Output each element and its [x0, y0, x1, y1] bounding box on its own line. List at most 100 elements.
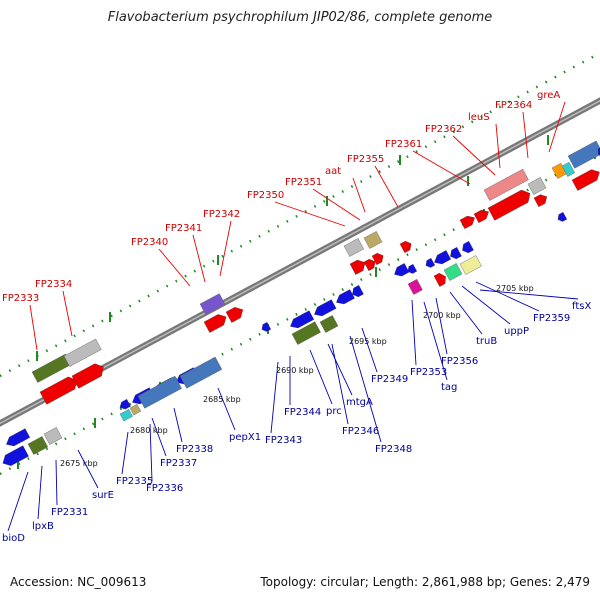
- kbp-label: 2705 kbp: [496, 284, 534, 293]
- kbp-label: 2675 kbp: [60, 459, 98, 468]
- gene-box: [407, 278, 423, 295]
- gene-arrow: [314, 299, 337, 317]
- gene-arrow: [6, 428, 31, 447]
- gene-shape: [225, 307, 244, 323]
- gene-label-reverse: FP2346: [342, 426, 379, 437]
- gene-arrow: [394, 263, 410, 277]
- gene-arrow: [407, 264, 418, 274]
- leader-line-forward: [412, 150, 471, 185]
- gene-label-forward: FP2334: [35, 279, 72, 290]
- gene-arrow: [533, 194, 548, 208]
- gene-arrow: [483, 168, 529, 201]
- gene-arrow: [597, 146, 600, 158]
- gene-shape: [203, 314, 227, 333]
- gene-label-reverse: FP2359: [533, 313, 570, 324]
- gene-arrow: [71, 363, 104, 389]
- gene-arrow: [407, 278, 423, 295]
- gene-box: [43, 427, 63, 445]
- gene-shape: [336, 289, 355, 305]
- gene-shape: [119, 399, 131, 410]
- gene-arrow: [343, 238, 365, 257]
- gene-label-forward: FP2351: [285, 177, 322, 188]
- leader-line-reverse: [331, 343, 349, 425]
- gene-arrow: [336, 289, 355, 305]
- gene-arrow: [261, 322, 272, 332]
- leader-line-forward: [495, 123, 501, 169]
- leader-line-forward: [274, 201, 346, 227]
- gene-label-forward: FP2364: [495, 100, 532, 111]
- gene-box: [459, 255, 482, 275]
- gene-arrow: [27, 436, 49, 455]
- gene-shape: [557, 212, 568, 222]
- gene-shape: [399, 240, 412, 254]
- gene-shape: [394, 263, 410, 277]
- gene-arrow: [363, 231, 383, 249]
- gene-shape: [371, 252, 384, 266]
- gene-shape: [349, 259, 366, 275]
- kbp-label: 2685 kbp: [203, 395, 241, 404]
- gene-box: [27, 436, 49, 455]
- leader-line-forward: [62, 290, 73, 337]
- gene-label-reverse: FP2348: [375, 444, 412, 455]
- gene-arrow: [291, 321, 321, 345]
- gene-box: [199, 293, 226, 315]
- gene-shape: [290, 310, 315, 329]
- gene-arrow: [349, 259, 366, 275]
- gene-box: [63, 338, 102, 367]
- gene-box: [567, 140, 600, 169]
- leader-line-forward: [548, 101, 566, 153]
- gene-shape: [2, 445, 29, 466]
- gene-arrow: [487, 189, 531, 221]
- leader-line-forward: [219, 220, 232, 277]
- gene-box: [137, 375, 182, 409]
- gene-box: [483, 168, 529, 201]
- gene-label-reverse: ftsX: [572, 301, 591, 312]
- gene-box: [527, 177, 547, 195]
- gene-arrow: [425, 258, 436, 268]
- genome-summary-text: Topology: circular; Length: 2,861,988 bp…: [260, 575, 590, 589]
- leader-line-forward: [312, 188, 361, 221]
- gene-arrow: [119, 408, 133, 422]
- leader-line-reverse: [475, 281, 540, 312]
- gene-arrow: [290, 310, 315, 329]
- leader-line-forward: [352, 177, 366, 213]
- leader-line-reverse: [361, 327, 378, 373]
- gene-label-forward: FP2355: [347, 154, 384, 165]
- gene-arrow: [561, 161, 575, 177]
- gene-label-reverse: FP2349: [371, 374, 408, 385]
- gene-box: [119, 408, 133, 422]
- gene-label-forward: FP2361: [385, 139, 422, 150]
- gene-label-reverse: FP2343: [265, 435, 302, 446]
- gene-arrow: [462, 241, 474, 254]
- gene-arrow: [2, 445, 29, 466]
- gene-label-reverse: FP2331: [51, 507, 88, 518]
- gene-shape: [71, 363, 104, 389]
- leader-line-reverse: [55, 459, 58, 506]
- gene-shape: [6, 428, 31, 447]
- gene-label-forward: FP2362: [425, 124, 462, 135]
- leader-line-reverse: [349, 335, 382, 443]
- gene-label-reverse: mtgA: [346, 397, 373, 408]
- gene-shape: [261, 322, 272, 332]
- gene-shape: [39, 376, 77, 405]
- gene-box: [129, 403, 142, 416]
- gene-label-reverse: truB: [476, 336, 497, 347]
- gene-arrow: [527, 177, 547, 195]
- gene-arrow: [43, 427, 63, 445]
- gene-box: [363, 231, 383, 249]
- leader-line-reverse: [173, 407, 183, 443]
- gene-arrow: [199, 293, 226, 315]
- label-layer: FP2333FP2334FP2340FP2341FP2342FP2350FP23…: [2, 90, 591, 544]
- gene-shape: [571, 169, 600, 191]
- gene-label-forward: FP2341: [165, 223, 202, 234]
- gene-label-forward: FP2333: [2, 293, 39, 304]
- gene-shape: [434, 250, 452, 265]
- gene-label-reverse: prc: [326, 406, 342, 417]
- leader-line-forward: [192, 234, 206, 283]
- leader-line-layer: [7, 101, 579, 532]
- kbp-label: 2690 kbp: [276, 366, 314, 375]
- leader-line-reverse: [435, 297, 448, 355]
- gene-label-reverse: tag: [441, 382, 457, 393]
- gene-label-reverse: FP2344: [284, 407, 321, 418]
- gene-label-forward: FP2342: [203, 209, 240, 220]
